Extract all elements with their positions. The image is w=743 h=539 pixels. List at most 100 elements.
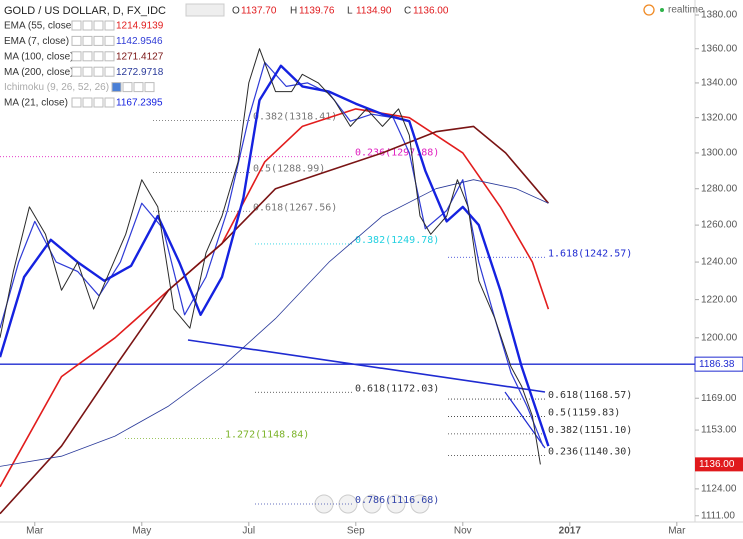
legend-button	[71, 97, 82, 108]
fib-label: 0.382(1318.41)	[253, 111, 337, 122]
legend-button	[71, 66, 82, 77]
legend-button	[104, 66, 115, 77]
y-tick-label: 1240.00	[701, 257, 738, 268]
x-tick-label: 2017	[559, 526, 582, 537]
last-price-tag	[695, 457, 743, 472]
legend-button	[111, 82, 122, 93]
price-tag	[694, 356, 743, 372]
legend-button	[93, 20, 104, 31]
ohlc-value: 1139.76	[299, 6, 335, 17]
x-tick-label: Jul	[242, 526, 255, 537]
y-tick-label: 1169.00	[701, 393, 737, 404]
y-tick-label: 1360.00	[701, 43, 738, 54]
indicator-line	[0, 108, 550, 488]
y-tick-label: 1153.00	[701, 425, 737, 436]
x-tick-label: Mar	[668, 526, 686, 537]
y-tick-label: 1220.00	[701, 294, 738, 305]
legend-button	[104, 20, 115, 31]
legend-value: 1271.4127	[116, 51, 164, 62]
legend-name: Ichimoku (9, 26, 52, 26)	[4, 82, 109, 93]
legend-name: EMA (55, close)	[4, 21, 75, 32]
legend-bg	[2, 66, 70, 79]
realtime-dot	[660, 8, 664, 12]
y-tick-label: 1260.00	[701, 220, 738, 231]
legend-button	[82, 20, 93, 31]
legend-value: 1142.9546	[116, 36, 163, 47]
indicator-buttons	[185, 3, 225, 17]
indicator-line	[0, 125, 550, 515]
trend-line	[504, 391, 546, 449]
realtime-icon	[643, 4, 655, 16]
price-line	[0, 48, 541, 465]
fib-label: 0.236(1140.30)	[548, 447, 632, 458]
legend-name: MA (100, close)	[4, 51, 73, 62]
realtime-label: realtime	[668, 5, 704, 16]
legend-button	[71, 35, 82, 46]
fib-label: 1.272(1148.84)	[225, 429, 309, 440]
ohlc-value: 1134.90	[356, 6, 392, 17]
y-tick-label: 1111.00	[701, 510, 735, 521]
legend-button	[71, 20, 82, 31]
legend-button	[71, 51, 82, 62]
legend-button	[133, 82, 144, 93]
ohlc-key: H	[290, 6, 297, 17]
fib-label: 0.382(1151.10)	[548, 425, 632, 436]
legend-button	[144, 82, 155, 93]
fib-label: 0.5(1159.83)	[548, 407, 620, 418]
fib-label: 0.618(1267.56)	[253, 202, 337, 213]
chart-title: GOLD / US DOLLAR, D, FX_IDC	[4, 5, 166, 17]
last-price-label: 1136.00	[699, 459, 735, 470]
fib-label: 0.618(1168.57)	[548, 390, 632, 401]
legend-button	[82, 66, 93, 77]
legend-button	[82, 97, 93, 108]
fib-label: 0.786(1116.68)	[355, 495, 439, 506]
fib-label: 0.382(1249.78)	[355, 235, 439, 246]
fib-label: 0.618(1172.03)	[355, 383, 439, 394]
legend-bg	[2, 97, 70, 109]
x-tick-label: May	[132, 526, 151, 537]
x-tick-label: Nov	[454, 526, 472, 537]
legend-button	[104, 51, 115, 62]
x-tick-label: Sep	[347, 526, 365, 537]
ohlc-key: C	[404, 6, 411, 17]
legend-value: 1272.9718	[116, 67, 164, 78]
x-tick-label: Mar	[26, 526, 44, 537]
zoom-controls[interactable]	[314, 494, 430, 514]
legend-name: MA (21, close)	[4, 98, 68, 109]
legend-button	[104, 97, 115, 108]
y-tick-label: 1124.00	[701, 484, 737, 495]
ohlc-value: 1136.00	[413, 6, 449, 17]
y-tick-label: 1340.00	[701, 78, 738, 89]
fib-label: 1.618(1242.57)	[548, 248, 632, 259]
legend-bg	[2, 20, 70, 32]
indicator-line	[0, 179, 549, 467]
scroll-button[interactable]	[410, 494, 430, 514]
y-tick-label: 1320.00	[701, 112, 738, 123]
y-tick-label: 1380.00	[701, 10, 738, 21]
legend-button	[93, 97, 104, 108]
legend-button	[104, 35, 115, 46]
plus-button[interactable]	[386, 494, 406, 514]
legend-value: 1167.2395	[116, 98, 163, 109]
legend-button	[93, 51, 104, 62]
fib-label: 0.236(1297.88)	[355, 148, 439, 159]
legend-name: EMA (7, close)	[4, 36, 69, 47]
ohlc-value: 1137.70	[241, 6, 277, 17]
y-tick-label: 1300.00	[701, 148, 738, 159]
legend-button	[82, 51, 93, 62]
legend-button	[93, 66, 104, 77]
legend-value: 1214.9139	[116, 21, 164, 32]
legend-name: MA (200, close)	[4, 67, 73, 78]
y-tick-label: 1280.00	[701, 183, 738, 194]
price-tag-label: 1186.38	[699, 359, 735, 370]
legend-button	[122, 82, 133, 93]
reset-button[interactable]	[362, 494, 382, 514]
legend-bg	[2, 35, 70, 48]
fib-label: 0.5(1288.99)	[253, 164, 325, 175]
y-tick-label: 1200.00	[701, 332, 738, 343]
legend-bg	[2, 50, 70, 63]
legend-bg	[2, 81, 110, 94]
